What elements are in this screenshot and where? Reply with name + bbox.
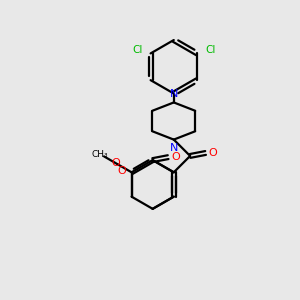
Text: N: N xyxy=(169,89,178,99)
Text: O: O xyxy=(208,148,217,158)
Text: O: O xyxy=(111,158,120,168)
Text: O: O xyxy=(171,152,180,162)
Text: Cl: Cl xyxy=(132,45,142,56)
Text: O: O xyxy=(118,166,126,176)
Text: CH₃: CH₃ xyxy=(92,150,109,159)
Text: N: N xyxy=(169,143,178,153)
Text: Cl: Cl xyxy=(205,45,216,56)
